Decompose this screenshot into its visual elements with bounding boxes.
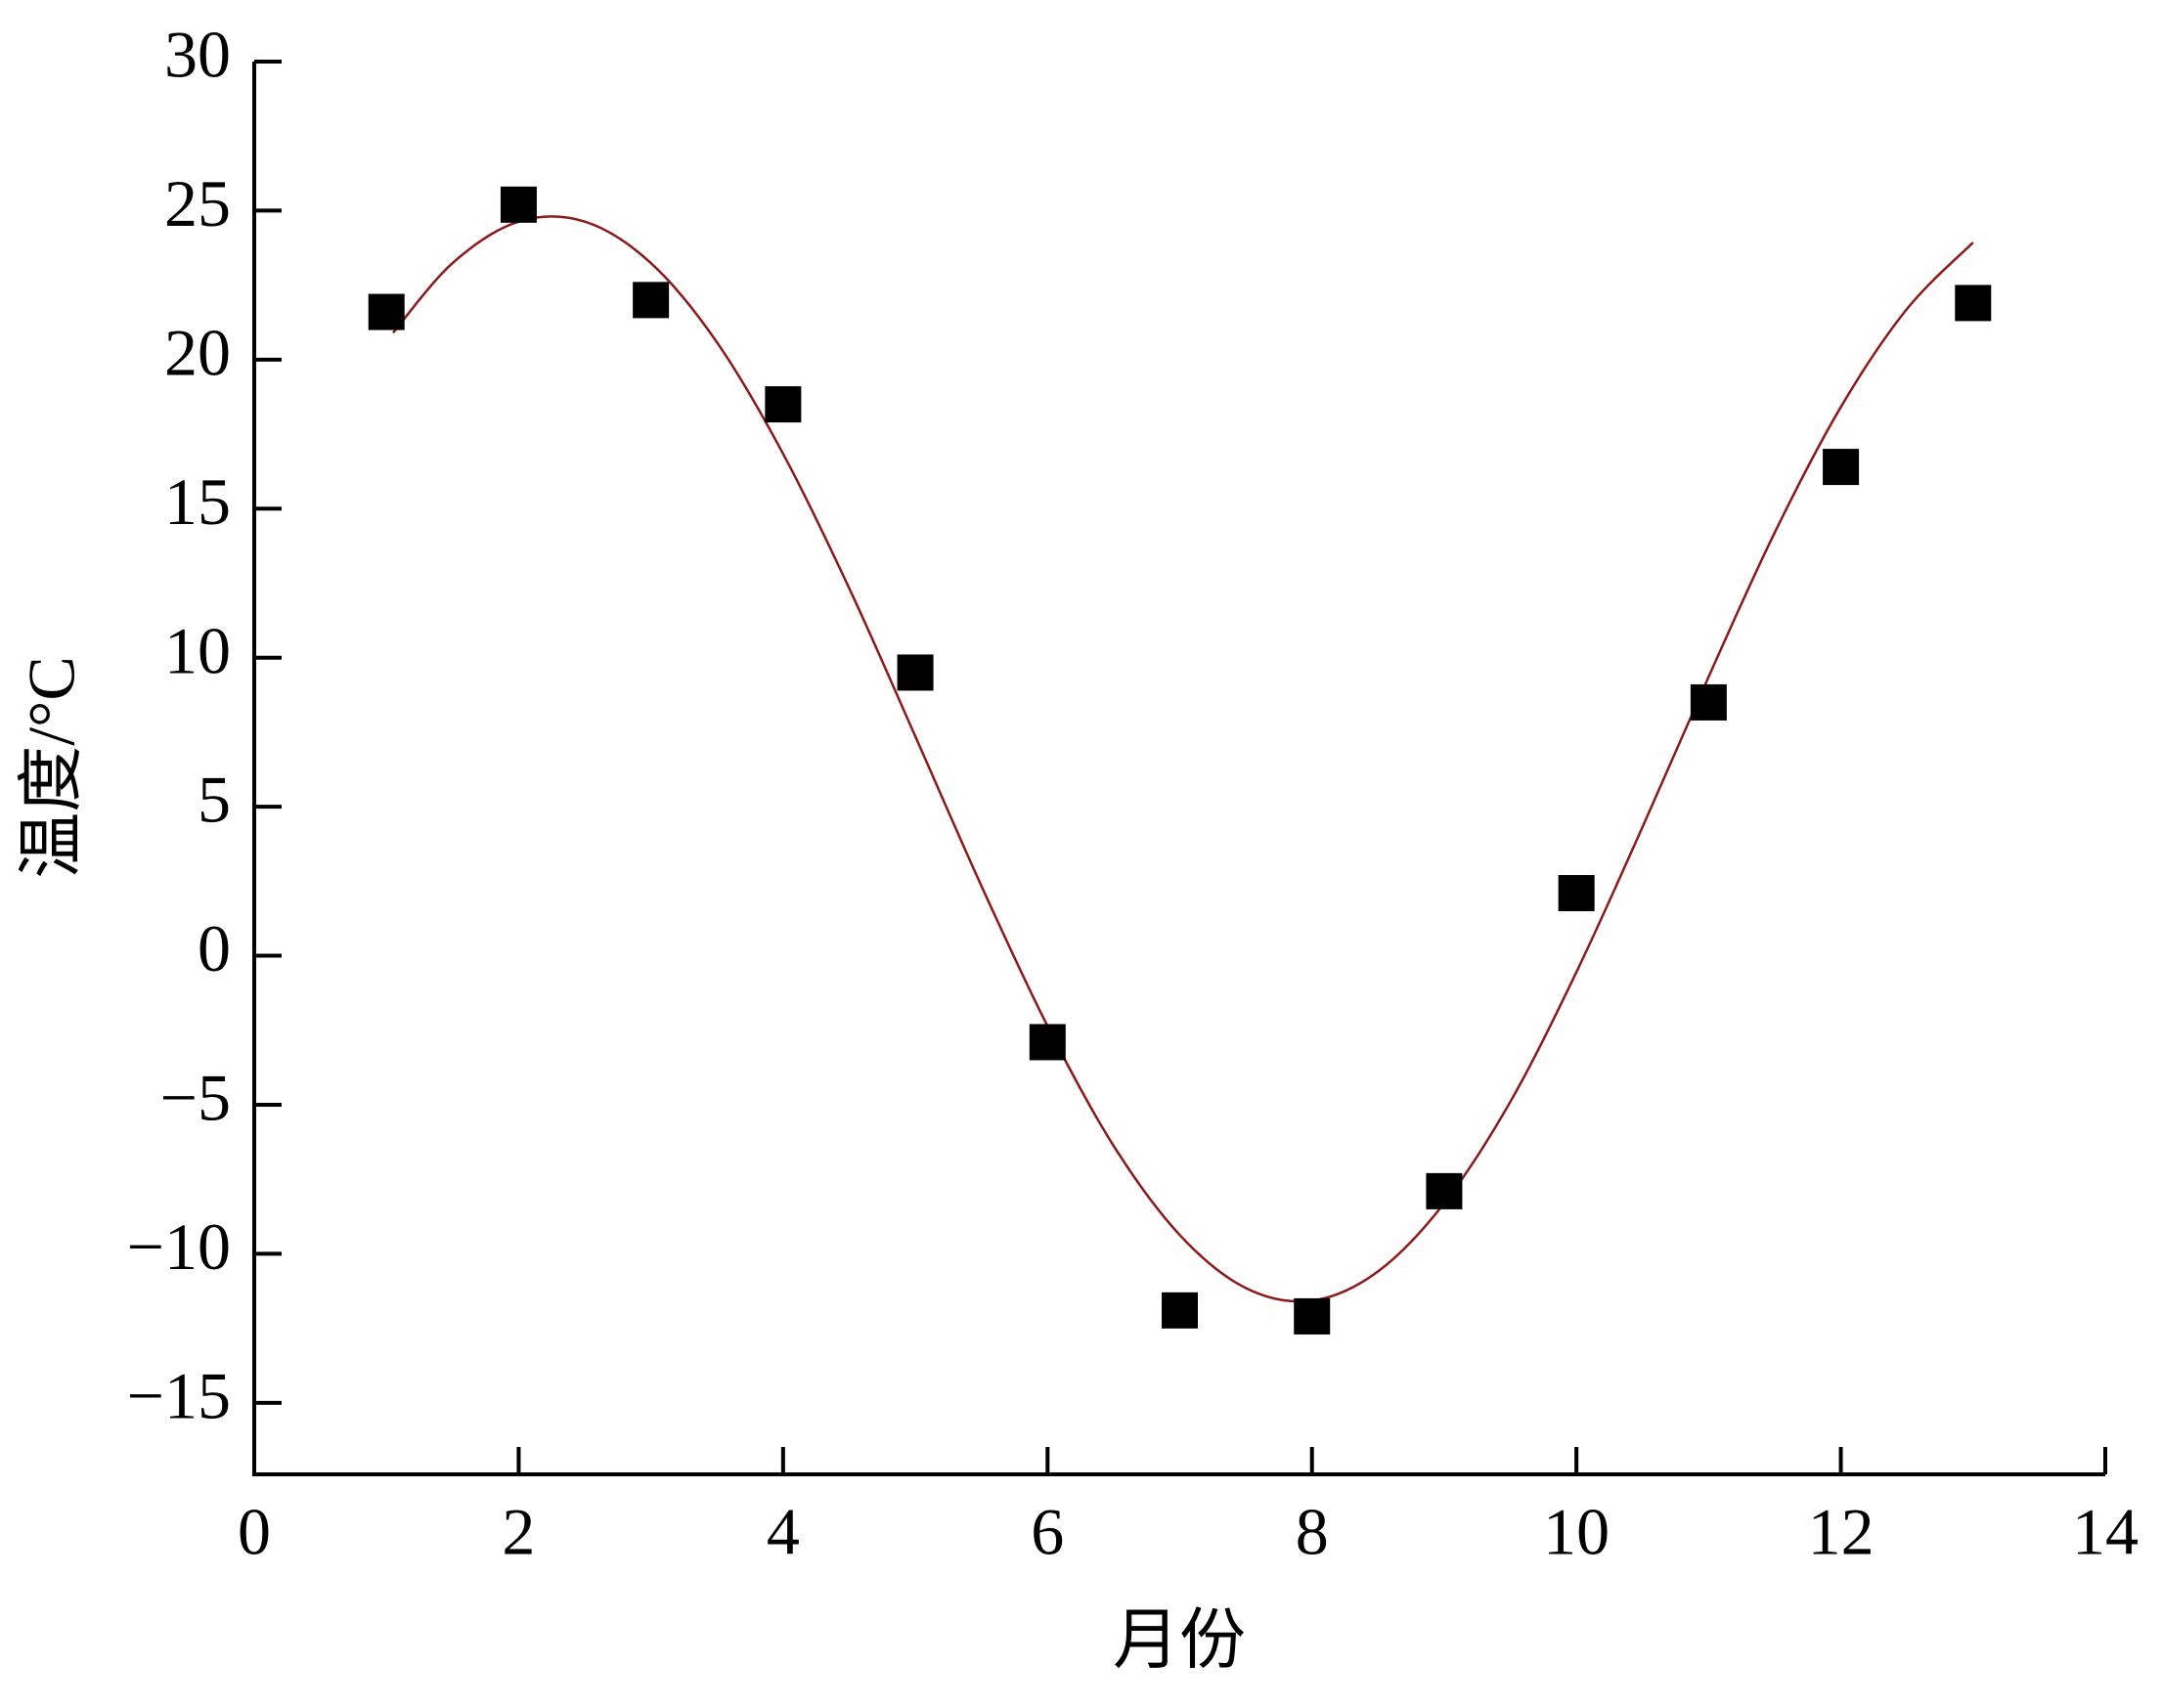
data-point <box>1294 1297 1331 1335</box>
x-tick-label: 8 <box>1296 1495 1329 1569</box>
y-tick-label: −15 <box>127 1358 231 1432</box>
y-tick-label: 15 <box>164 464 231 539</box>
fit-curve <box>392 215 1974 1303</box>
data-point <box>1162 1292 1198 1329</box>
data-point <box>500 186 537 223</box>
data-point <box>1426 1172 1463 1209</box>
y-tick-label: 20 <box>164 315 231 389</box>
data-point <box>1823 449 1860 486</box>
data-point <box>897 654 934 691</box>
y-tick-label: 25 <box>164 166 231 241</box>
y-axis-label: 温度/°C <box>15 656 89 878</box>
data-point <box>1029 1024 1066 1061</box>
x-tick-label: 6 <box>1031 1495 1064 1569</box>
x-tick-label: 12 <box>1808 1495 1875 1569</box>
y-tick-label: −5 <box>160 1061 231 1135</box>
x-tick-label: 0 <box>238 1495 271 1569</box>
data-point <box>1558 875 1595 912</box>
x-tick-label: 4 <box>767 1495 800 1569</box>
y-tick-label: 0 <box>198 911 231 985</box>
data-point <box>368 293 405 330</box>
x-tick-label: 2 <box>502 1495 535 1569</box>
x-tick-label: 14 <box>2072 1495 2139 1569</box>
data-point <box>765 386 802 423</box>
y-tick-label: 10 <box>164 613 231 687</box>
x-axis-label: 月份 <box>1113 1603 1246 1678</box>
data-point <box>633 282 670 319</box>
y-tick-label: 30 <box>164 18 231 92</box>
x-tick-label: 10 <box>1543 1495 1610 1569</box>
data-point <box>1690 683 1727 721</box>
y-tick-label: −10 <box>127 1209 231 1284</box>
data-point <box>1955 285 1992 322</box>
y-tick-label: 5 <box>198 763 231 837</box>
